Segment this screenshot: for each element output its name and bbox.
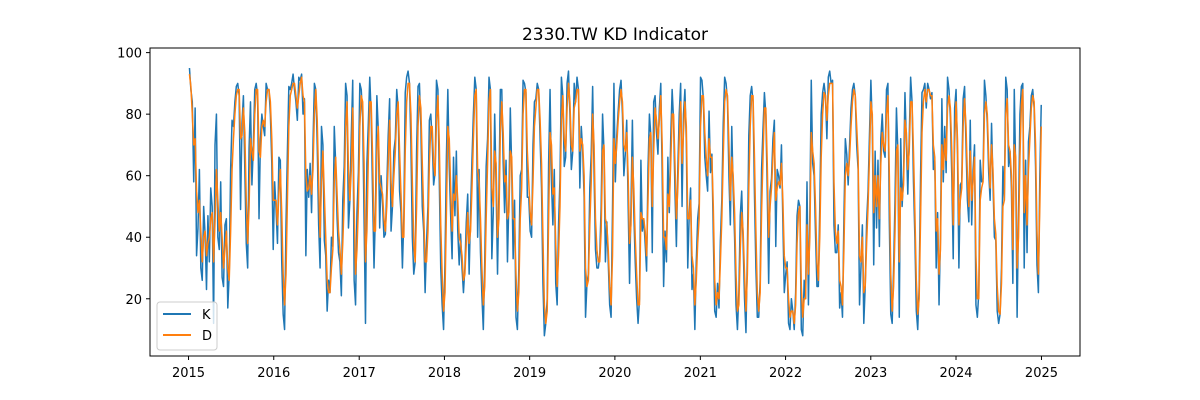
y-axis: 20 40 60 80 100 xyxy=(117,47,150,308)
legend: K D xyxy=(156,301,218,351)
y-tick-label: 40 xyxy=(125,231,142,246)
x-tick-label: 2019 xyxy=(513,366,546,381)
x-tick-label: 2015 xyxy=(172,366,205,381)
x-tick-label: 2017 xyxy=(343,366,376,381)
x-tick-label: 2018 xyxy=(428,366,461,381)
y-tick-label: 20 xyxy=(125,293,142,308)
x-tick-label: 2022 xyxy=(769,366,802,381)
series-line-d xyxy=(188,74,1042,325)
x-tick-label: 2024 xyxy=(939,366,972,381)
x-tick-label: 2016 xyxy=(257,366,290,381)
series-line-k xyxy=(188,67,1042,337)
series-layer xyxy=(188,67,1042,337)
x-axis: 2015 2016 2017 2018 2019 2020 2021 2022 2023 2024… xyxy=(172,356,1058,381)
x-tick-label: 2023 xyxy=(854,366,887,381)
chart-title: 2330.TW KD Indicator xyxy=(522,25,708,45)
y-tick-label: 60 xyxy=(125,170,142,185)
x-tick-label: 2025 xyxy=(1025,366,1058,381)
x-tick-label: 2021 xyxy=(684,366,717,381)
plot-area xyxy=(188,67,1042,337)
y-tick-label: 80 xyxy=(125,108,142,123)
legend-label-k: K xyxy=(202,308,211,323)
x-tick-label: 2020 xyxy=(598,366,631,381)
y-tick-label: 100 xyxy=(117,47,142,62)
legend-label-d: D xyxy=(202,329,212,344)
